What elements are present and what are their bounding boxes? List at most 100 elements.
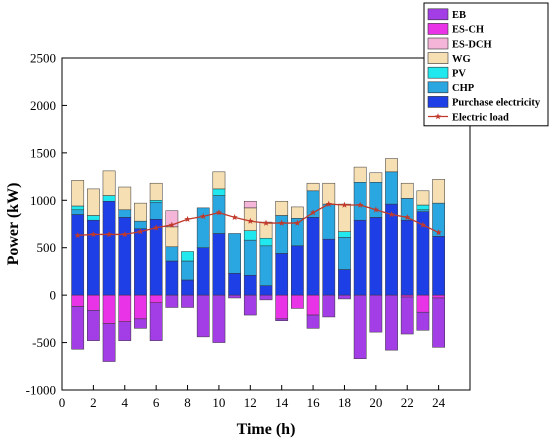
bar-purchase-electricity-h16 [306, 217, 320, 296]
bar-pv-h1 [71, 205, 85, 211]
electric-load-point-h19 [356, 201, 364, 208]
bar-wg-h6 [149, 182, 163, 201]
electric-load-point-h16 [309, 209, 317, 216]
bar-eb-h1 [71, 306, 85, 350]
electric-load-point-h20 [372, 206, 380, 213]
bar-eb-h5 [134, 318, 147, 329]
bar-purchase-electricity-h1 [71, 214, 85, 296]
bar-chp-h7 [165, 246, 179, 262]
bar-eb-h14 [275, 318, 289, 322]
x-tick-label: 2 [90, 395, 97, 410]
electric-load-point-h4 [121, 231, 128, 238]
electric-load-point-h10 [215, 209, 223, 216]
bar-pv-h13 [259, 237, 273, 247]
bar-eb-h2 [87, 310, 100, 341]
bar-purchase-electricity-h24 [432, 236, 445, 296]
bar-eb-h4 [118, 321, 132, 341]
bar-wg-h22 [400, 182, 414, 199]
electric-load-point-h17 [325, 200, 332, 207]
bar-es-ch-h3 [102, 294, 116, 324]
bar-wg-h4 [118, 186, 132, 211]
bar-purchase-electricity-h15 [291, 245, 304, 296]
x-axis-title: Time (h) [237, 421, 296, 438]
bar-wg-h21 [385, 158, 398, 173]
bar-es-ch-h2 [87, 294, 100, 311]
bar-purchase-electricity-h22 [400, 219, 414, 296]
bar-chp-h11 [228, 233, 241, 274]
legend-label-purchase-electricity: Purchase electricity [452, 98, 541, 109]
bar-purchase-electricity-h20 [369, 217, 383, 296]
bar-eb-h3 [102, 323, 116, 362]
electric-load-point-h22 [404, 213, 411, 221]
bar-purchase-electricity-h4 [118, 217, 132, 296]
bar-purchase-electricity-h10 [212, 233, 226, 296]
bar-eb-h13 [259, 294, 273, 301]
bar-wg-h5 [134, 202, 147, 222]
bar-wg-h15 [291, 206, 304, 219]
bar-chp-h5 [134, 220, 147, 229]
bar-purchase-electricity-h18 [338, 269, 351, 296]
bar-pv-h8 [181, 251, 194, 262]
bar-chp-h8 [181, 260, 194, 281]
legend-swatch-chp [427, 81, 449, 94]
bar-eb-h21 [385, 294, 398, 351]
bar-purchase-electricity-h8 [181, 279, 194, 296]
bar-es-ch-h23 [416, 294, 430, 313]
bar-eb-h23 [416, 311, 430, 331]
bar-eb-h10 [212, 294, 226, 343]
x-tick-label: 14 [275, 395, 289, 410]
x-tick-label: 24 [432, 395, 446, 410]
bar-chp-h18 [338, 237, 351, 270]
y-tick-label: -1000 [26, 383, 56, 398]
electric-load-point-h1 [74, 231, 81, 239]
bar-pv-h3 [102, 195, 116, 202]
electric-load-point-h24 [435, 229, 442, 236]
bar-purchase-electricity-h14 [275, 253, 289, 296]
bar-purchase-electricity-h19 [353, 219, 367, 296]
bar-pv-h12 [243, 230, 257, 241]
y-tick-label: 0 [50, 288, 57, 303]
electric-load-point-h5 [137, 228, 144, 235]
bar-chp-h6 [149, 201, 163, 220]
bar-chp-h21 [385, 171, 398, 205]
legend-label-chp: CHP [452, 83, 475, 94]
bar-es-ch-h1 [71, 294, 85, 307]
x-tick-label: 12 [244, 395, 257, 410]
bar-eb-h24 [432, 297, 445, 348]
bar-es-ch-h4 [118, 294, 132, 322]
y-tick-label: 2000 [30, 98, 56, 113]
bar-purchase-electricity-h17 [322, 238, 336, 296]
bar-wg-h19 [353, 166, 367, 183]
bar-purchase-electricity-h3 [102, 200, 116, 296]
bar-eb-h18 [338, 294, 351, 300]
x-tick-label: 20 [369, 395, 382, 410]
legend-swatch-pv [427, 66, 449, 79]
bar-eb-h12 [243, 294, 257, 316]
legend-swatch-purchase-electricity [427, 96, 449, 108]
electric-load-point-h9 [200, 213, 207, 220]
electric-load-point-h15 [294, 219, 301, 226]
bar-purchase-electricity-h11 [228, 273, 241, 296]
y-tick-label: 500 [37, 240, 57, 255]
bar-wg-h13 [259, 221, 273, 239]
electric-load-point-h18 [341, 201, 348, 208]
bar-es-ch-h16 [306, 294, 320, 316]
bar-es-ch-h22 [400, 294, 414, 298]
x-tick-label: 8 [184, 395, 191, 410]
bar-es-ch-h6 [149, 294, 163, 303]
bar-wg-h24 [432, 179, 445, 204]
legend-swatch-es-ch [427, 23, 449, 35]
bar-wg-h10 [212, 171, 226, 190]
x-tick-label: 22 [401, 395, 414, 410]
electric-load-line [77, 203, 439, 237]
x-tick-label: 6 [153, 395, 160, 410]
bar-eb-h19 [353, 294, 367, 359]
electric-load-point-h14 [278, 219, 285, 226]
bar-wg-h23 [416, 190, 430, 206]
bar-purchase-electricity-h13 [259, 285, 273, 296]
legend-label-electric-load: Electric load [452, 112, 509, 123]
bar-pv-h10 [212, 188, 226, 196]
y-axis-title: Power (kW) [5, 183, 22, 266]
bar-chp-h23 [416, 209, 430, 212]
legend: EB ES-CH ES-DCH WG PV CHP Purchase electricity… [423, 2, 549, 127]
